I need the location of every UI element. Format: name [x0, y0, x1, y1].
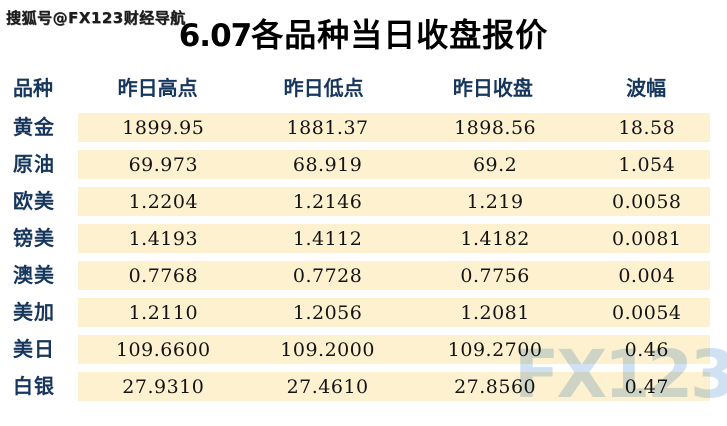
table-row-audusd: 澳美 0.7768 0.7728 0.7756 0.004: [0, 261, 727, 298]
row-label: 镑美: [13, 226, 55, 250]
cell-range: 18.58: [618, 116, 676, 139]
cell-range: 0.0058: [612, 190, 682, 213]
source-watermark: 搜狐号@FX123财经导航: [6, 9, 186, 27]
row-label: 美加: [13, 300, 55, 324]
cell-low: 27.4610: [286, 375, 369, 398]
cell-close: 1.2081: [460, 301, 530, 324]
table-row-eurusd: 欧美 1.2204 1.2146 1.219 0.0058: [0, 187, 727, 224]
header-range: 波幅: [626, 76, 667, 100]
row-values: 1899.95 1881.37 1898.56 18.58: [78, 113, 710, 142]
cell-high: 27.9310: [122, 375, 205, 398]
table-header-row: 品种 昨日高点 昨日低点 昨日收盘 波幅: [0, 72, 710, 101]
cell-high: 1.2110: [128, 301, 199, 324]
row-label: 黄金: [13, 115, 55, 139]
cell-close: 1.4182: [460, 227, 530, 250]
table-row-usdcad: 美加 1.2110 1.2056 1.2081 0.0054: [0, 298, 727, 335]
cell-close: 109.2700: [447, 338, 543, 361]
row-values: 0.7768 0.7728 0.7756 0.004: [78, 261, 710, 290]
title-date: 6.07: [178, 18, 252, 54]
cell-high: 69.973: [128, 153, 199, 176]
cell-high: 1.2204: [128, 190, 199, 213]
header-variety: 品种: [13, 76, 53, 100]
table-row-gold: 黄金 1899.95 1881.37 1898.56 18.58: [0, 113, 727, 150]
row-values: 109.6600 109.2000 109.2700 0.46: [78, 335, 710, 364]
cell-range: 0.47: [624, 375, 669, 398]
cell-low: 109.2000: [280, 338, 375, 361]
page-title: 6.07各品种当日收盘报价: [0, 10, 727, 56]
cell-high: 1899.95: [122, 116, 205, 139]
cell-range: 1.054: [618, 153, 676, 176]
cell-close: 27.8560: [454, 375, 537, 398]
cell-range: 0.46: [624, 338, 669, 361]
row-label: 澳美: [13, 263, 55, 287]
title-text: 各品种当日收盘报价: [251, 16, 549, 54]
cell-close: 1898.56: [454, 116, 537, 139]
cell-low: 0.7728: [292, 264, 363, 287]
cell-range: 0.0081: [612, 227, 682, 250]
row-values: 1.4193 1.4112 1.4182 0.0081: [78, 224, 710, 253]
cell-range: 0.004: [618, 264, 676, 287]
row-label: 原油: [13, 152, 55, 176]
table-body: 黄金 1899.95 1881.37 1898.56 18.58 原油 69.9…: [0, 113, 727, 409]
row-values: 27.9310 27.4610 27.8560 0.47: [78, 372, 710, 401]
cell-high: 0.7768: [128, 264, 199, 287]
cell-high: 1.4193: [128, 227, 199, 250]
header-yesterday-low: 昨日低点: [283, 76, 364, 100]
cell-high: 109.6600: [115, 338, 211, 361]
cell-close: 1.219: [466, 190, 524, 213]
table-row-gbpusd: 镑美 1.4193 1.4112 1.4182 0.0081: [0, 224, 727, 261]
cell-low: 1.2146: [292, 190, 363, 213]
table-row-crude-oil: 原油 69.973 68.919 69.2 1.054: [0, 150, 727, 187]
cell-low: 1881.37: [286, 116, 369, 139]
header-yesterday-close: 昨日收盘: [452, 76, 533, 100]
cell-close: 69.2: [472, 153, 518, 176]
cell-low: 1.4112: [292, 227, 363, 250]
cell-close: 0.7756: [460, 264, 530, 287]
table-row-usdjpy: 美日 109.6600 109.2000 109.2700 0.46: [0, 335, 727, 372]
row-values: 1.2110 1.2056 1.2081 0.0054: [78, 298, 710, 327]
row-values: 69.973 68.919 69.2 1.054: [78, 150, 710, 179]
row-label: 美日: [13, 337, 55, 361]
cell-low: 68.919: [292, 153, 363, 176]
row-label: 白银: [13, 374, 55, 398]
table-row-silver: 白银 27.9310 27.4610 27.8560 0.47: [0, 372, 727, 409]
cell-range: 0.0054: [612, 301, 682, 324]
header-yesterday-high: 昨日高点: [117, 76, 198, 100]
row-label: 欧美: [13, 189, 55, 213]
row-values: 1.2204 1.2146 1.219 0.0058: [78, 187, 710, 216]
cell-low: 1.2056: [292, 301, 363, 324]
